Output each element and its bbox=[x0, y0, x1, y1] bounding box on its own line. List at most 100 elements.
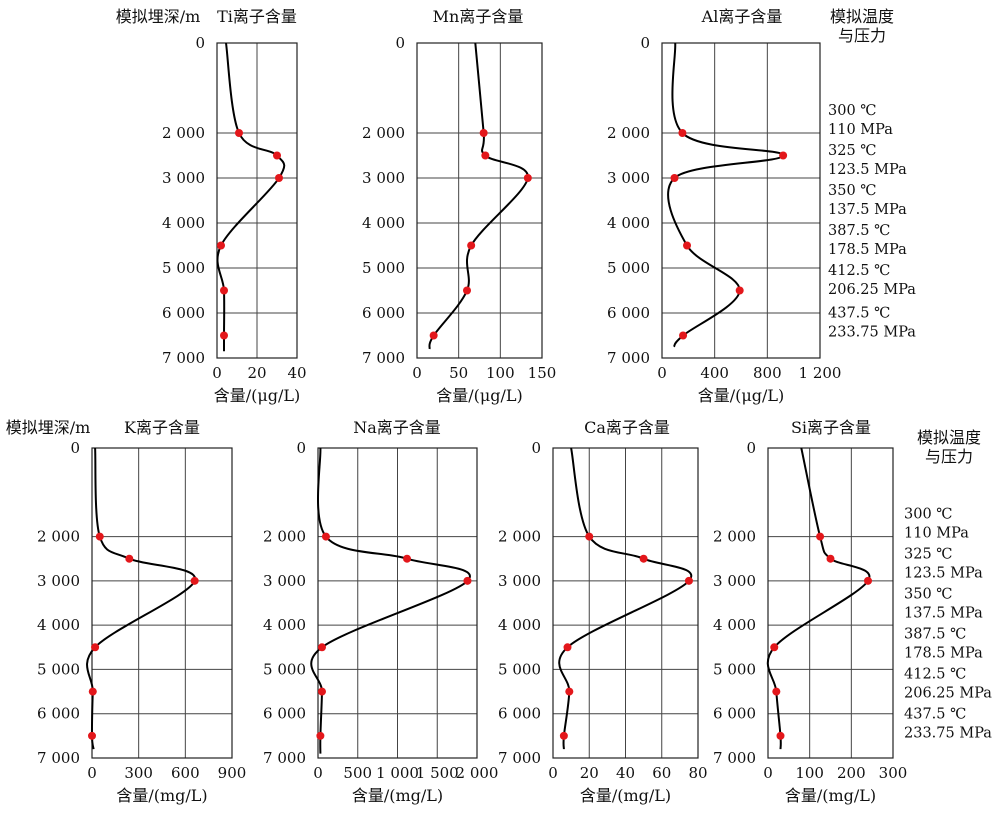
x-axis-label: 含量/(mg/L) bbox=[580, 786, 671, 805]
panel-title: Na离子含量 bbox=[353, 418, 441, 437]
y-tick-label: 4 000 bbox=[713, 616, 756, 634]
data-point bbox=[91, 643, 100, 652]
panel-0: Ti离子含量 0 2 000 3 000 4 000 5 000 6 000 7 000 0 20… bbox=[162, 7, 307, 405]
data-point bbox=[316, 731, 325, 740]
series-line bbox=[216, 42, 286, 352]
x-tick-label: 40 bbox=[616, 764, 635, 782]
y-tick-label: 0 bbox=[640, 34, 650, 52]
y-tick-label: 7 000 bbox=[162, 349, 205, 367]
depth-axis-label: 模拟埋深/m bbox=[116, 7, 201, 26]
x-tick-label: 200 bbox=[837, 764, 866, 782]
condition-label: 350 ℃ bbox=[828, 183, 877, 199]
x-tick-label: 400 bbox=[700, 364, 729, 382]
x-tick-label: 40 bbox=[287, 364, 306, 382]
data-point bbox=[679, 331, 688, 340]
y-tick-label: 3 000 bbox=[607, 169, 650, 187]
y-tick-label: 6 000 bbox=[263, 705, 306, 723]
condition-label: 437.5 ℃ bbox=[904, 707, 966, 723]
side-label: 与压力 bbox=[838, 26, 886, 45]
x-tick-label: 0 bbox=[412, 364, 422, 382]
condition-label: 412.5 ℃ bbox=[828, 263, 890, 279]
y-tick-label: 7 000 bbox=[607, 349, 650, 367]
y-tick-label: 0 bbox=[296, 439, 306, 457]
x-tick-label: 0 bbox=[548, 764, 558, 782]
y-tick-label: 4 000 bbox=[607, 214, 650, 232]
side-label: 与压力 bbox=[925, 447, 973, 466]
data-point bbox=[275, 174, 283, 182]
condition-label: 123.5 MPa bbox=[904, 566, 983, 582]
panel-4: Na离子含量 0 2 000 3 000 4 000 5 000 6 000 7 000 0 50… bbox=[263, 418, 498, 805]
panel-3: K离子含量 0 2 000 3 000 4 000 5 000 6 000 7 000 0 300… bbox=[37, 418, 246, 805]
panel-title: Mn离子含量 bbox=[433, 7, 524, 26]
y-tick-label: 5 000 bbox=[263, 660, 306, 678]
x-axis-label: 含量/(mg/L) bbox=[116, 786, 207, 805]
y-tick-label: 0 bbox=[70, 439, 80, 457]
x-tick-label: 300 bbox=[879, 764, 908, 782]
y-tick-label: 2 000 bbox=[162, 124, 205, 142]
condition-label: 206.25 MPa bbox=[828, 282, 916, 298]
x-tick-label: 100 bbox=[486, 364, 515, 382]
data-point bbox=[585, 532, 594, 541]
y-tick-label: 4 000 bbox=[162, 214, 205, 232]
condition-label: 233.75 MPa bbox=[904, 726, 992, 742]
x-axis-label: 含量/(mg/L) bbox=[785, 786, 876, 805]
panel-1: Mn离子含量 0 2 000 3 000 4 000 5 000 6 000 7 000 0 50… bbox=[362, 7, 556, 405]
data-point bbox=[429, 331, 438, 340]
y-tick-label: 0 bbox=[746, 439, 756, 457]
data-point bbox=[772, 687, 781, 696]
y-tick-label: 5 000 bbox=[607, 259, 650, 277]
x-tick-label: 0 bbox=[87, 764, 97, 782]
series-line bbox=[86, 447, 196, 750]
data-point bbox=[684, 576, 693, 585]
data-point bbox=[88, 731, 96, 740]
data-point bbox=[463, 576, 472, 585]
x-axis-label: 含量/(μg/L) bbox=[436, 386, 523, 405]
plot-frame bbox=[552, 447, 699, 759]
data-point bbox=[826, 554, 835, 563]
condition-label: 178.5 MPa bbox=[828, 242, 907, 258]
x-axis-label: 含量/(μg/L) bbox=[698, 386, 785, 405]
plot-frame bbox=[767, 447, 894, 759]
y-tick-label: 5 000 bbox=[362, 259, 405, 277]
series-line bbox=[667, 42, 785, 348]
x-tick-label: 20 bbox=[247, 364, 266, 382]
condition-label: 300 ℃ bbox=[904, 507, 953, 523]
panel-title: Ti离子含量 bbox=[217, 7, 297, 26]
x-tick-label: 600 bbox=[171, 764, 200, 782]
y-tick-label: 2 000 bbox=[362, 124, 405, 142]
data-point bbox=[559, 731, 568, 740]
x-tick-label: 1 200 bbox=[799, 364, 842, 382]
plot-frame bbox=[317, 447, 478, 759]
condition-label: 123.5 MPa bbox=[828, 162, 907, 178]
data-point bbox=[864, 576, 872, 585]
condition-label: 437.5 ℃ bbox=[828, 306, 890, 322]
y-tick-label: 5 000 bbox=[162, 259, 205, 277]
data-point bbox=[481, 151, 490, 160]
depth-axis-label: 模拟埋深/m bbox=[6, 418, 91, 437]
y-tick-label: 2 000 bbox=[498, 528, 541, 546]
x-tick-label: 150 bbox=[528, 364, 557, 382]
y-tick-label: 6 000 bbox=[37, 705, 80, 723]
y-tick-label: 2 000 bbox=[263, 528, 306, 546]
x-tick-label: 60 bbox=[652, 764, 671, 782]
condition-label: 325 ℃ bbox=[904, 547, 953, 563]
data-point bbox=[317, 643, 326, 652]
y-tick-label: 7 000 bbox=[498, 749, 541, 767]
y-tick-label: 3 000 bbox=[713, 572, 756, 590]
y-tick-label: 6 000 bbox=[162, 304, 205, 322]
x-axis-label: 含量/(μg/L) bbox=[214, 386, 301, 405]
y-tick-label: 5 000 bbox=[37, 660, 80, 678]
series-line bbox=[428, 42, 529, 350]
x-tick-label: 50 bbox=[449, 364, 468, 382]
y-tick-label: 3 000 bbox=[37, 572, 80, 590]
y-tick-label: 0 bbox=[195, 34, 205, 52]
plot-frame bbox=[91, 447, 233, 759]
condition-label: 412.5 ℃ bbox=[904, 667, 966, 683]
data-point bbox=[683, 241, 692, 250]
panel-title: Si离子含量 bbox=[791, 418, 871, 437]
y-tick-label: 2 000 bbox=[713, 528, 756, 546]
data-point bbox=[467, 241, 476, 250]
data-point bbox=[125, 554, 134, 563]
